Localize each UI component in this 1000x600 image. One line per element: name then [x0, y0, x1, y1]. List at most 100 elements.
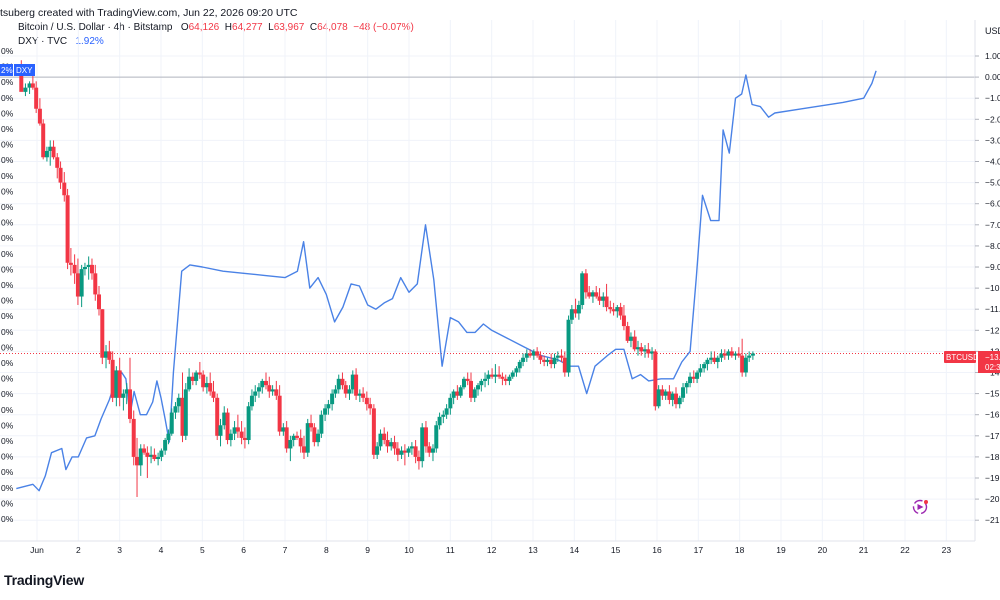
- btc-candle[interactable]: [740, 338, 745, 377]
- btc-candle[interactable]: [281, 423, 286, 436]
- dxy-symbol-name[interactable]: DXY · TVC: [18, 36, 68, 47]
- btc-candle[interactable]: [646, 342, 651, 358]
- dxy-series-line[interactable]: [16, 70, 877, 492]
- btc-candle[interactable]: [330, 389, 335, 411]
- btc-candle[interactable]: [131, 410, 136, 466]
- btc-candle[interactable]: [187, 368, 192, 392]
- btc-candle[interactable]: [736, 347, 741, 358]
- btc-candle[interactable]: [643, 345, 648, 358]
- btc-candle[interactable]: [145, 446, 150, 478]
- btc-candle[interactable]: [100, 309, 105, 365]
- btc-candle[interactable]: [382, 427, 387, 445]
- btc-candle[interactable]: [79, 264, 84, 308]
- btc-candle[interactable]: [430, 444, 435, 462]
- btc-candle[interactable]: [197, 361, 202, 379]
- btc-candle[interactable]: [357, 389, 362, 403]
- btc-legend[interactable]: Bitcoin / U.S. Dollar · 4h · Bitstamp O6…: [18, 22, 414, 33]
- btc-candle[interactable]: [333, 385, 338, 398]
- btc-candle[interactable]: [135, 437, 140, 497]
- btc-candle[interactable]: [420, 423, 425, 468]
- btc-candle[interactable]: [615, 304, 620, 318]
- btc-candle[interactable]: [465, 372, 470, 386]
- btc-candle[interactable]: [573, 298, 578, 318]
- btc-candle[interactable]: [166, 429, 171, 445]
- btc-candle[interactable]: [149, 446, 154, 464]
- btc-candle[interactable]: [124, 383, 129, 405]
- btc-candle[interactable]: [48, 140, 53, 166]
- btc-candle[interactable]: [423, 421, 428, 453]
- btc-candle[interactable]: [263, 372, 268, 390]
- btc-candle[interactable]: [41, 119, 46, 160]
- btc-candle[interactable]: [469, 372, 473, 403]
- btc-candle[interactable]: [302, 435, 307, 460]
- btc-candle[interactable]: [37, 98, 42, 126]
- btc-candle[interactable]: [392, 435, 397, 455]
- btc-candle[interactable]: [566, 315, 571, 377]
- btc-candle[interactable]: [97, 285, 101, 316]
- btc-candle[interactable]: [27, 81, 32, 94]
- btc-candle[interactable]: [23, 83, 28, 97]
- btc-candle[interactable]: [267, 376, 272, 398]
- btc-candle[interactable]: [190, 372, 195, 386]
- btc-candle[interactable]: [497, 366, 502, 379]
- btc-candle[interactable]: [531, 349, 536, 360]
- btc-candle[interactable]: [117, 357, 122, 407]
- btc-candle[interactable]: [399, 446, 404, 460]
- btc-candle[interactable]: [218, 418, 223, 447]
- btc-candle[interactable]: [402, 444, 407, 466]
- btc-candle[interactable]: [639, 342, 644, 356]
- btc-candle[interactable]: [361, 387, 366, 403]
- btc-candle[interactable]: [555, 351, 560, 362]
- btc-candle[interactable]: [232, 421, 237, 441]
- btc-candle[interactable]: [378, 429, 383, 451]
- btc-candle[interactable]: [715, 355, 720, 369]
- btc-candle[interactable]: [225, 408, 230, 445]
- btc-candle[interactable]: [68, 248, 73, 276]
- dxy-legend[interactable]: DXY · TVC 1.92%: [18, 36, 104, 47]
- btc-candle[interactable]: [270, 385, 275, 396]
- btc-candle[interactable]: [249, 389, 254, 411]
- btc-candle[interactable]: [517, 359, 522, 373]
- btc-candle[interactable]: [406, 446, 411, 457]
- btc-candle[interactable]: [479, 378, 484, 392]
- btc-candle[interactable]: [709, 351, 714, 365]
- btc-candle[interactable]: [528, 349, 533, 358]
- btc-candle[interactable]: [437, 412, 442, 430]
- btc-candle[interactable]: [628, 332, 633, 348]
- btc-candle[interactable]: [228, 429, 233, 447]
- btc-candle[interactable]: [472, 387, 477, 403]
- btc-candle[interactable]: [309, 414, 314, 432]
- btc-candle[interactable]: [493, 364, 498, 384]
- btc-candle[interactable]: [375, 442, 380, 460]
- btc-candle[interactable]: [288, 435, 293, 462]
- btc-candle[interactable]: [695, 370, 700, 384]
- btc-candle[interactable]: [587, 285, 592, 299]
- btc-candle[interactable]: [180, 372, 185, 443]
- btc-candle[interactable]: [514, 366, 519, 377]
- btc-candle[interactable]: [34, 81, 39, 113]
- btc-candle[interactable]: [618, 302, 623, 320]
- btc-candle[interactable]: [107, 340, 112, 365]
- btc-candle[interactable]: [260, 378, 265, 394]
- btc-candle[interactable]: [681, 383, 686, 403]
- btc-candle[interactable]: [455, 385, 460, 400]
- btc-candle[interactable]: [667, 385, 672, 405]
- btc-candle[interactable]: [427, 442, 432, 457]
- btc-candle[interactable]: [294, 431, 299, 441]
- btc-candle[interactable]: [625, 321, 630, 343]
- btc-candle[interactable]: [416, 450, 421, 470]
- btc-candle[interactable]: [635, 340, 640, 356]
- btc-candle[interactable]: [461, 376, 466, 390]
- btc-candle[interactable]: [298, 429, 303, 453]
- btc-candle[interactable]: [559, 349, 564, 362]
- btc-candle[interactable]: [364, 391, 369, 411]
- btc-candle[interactable]: [597, 288, 602, 305]
- btc-candle[interactable]: [476, 383, 481, 396]
- btc-candle[interactable]: [246, 402, 251, 445]
- btc-candle[interactable]: [239, 421, 244, 445]
- btc-candle[interactable]: [594, 285, 599, 299]
- btc-candle[interactable]: [702, 361, 707, 373]
- btc-candle[interactable]: [169, 408, 174, 436]
- btc-candle[interactable]: [176, 393, 181, 413]
